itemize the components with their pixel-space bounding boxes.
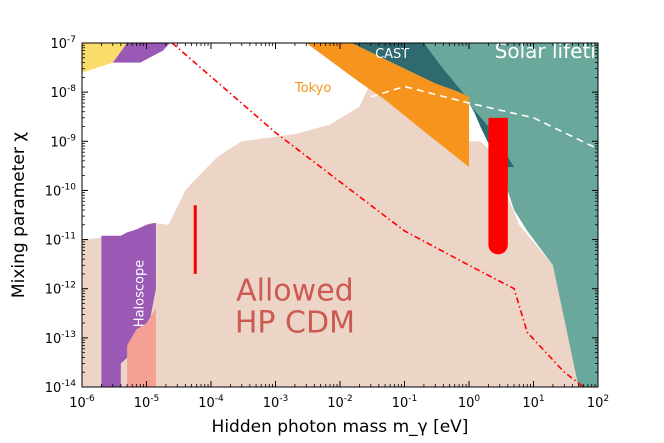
line-layer [171,43,598,387]
region-tokyo [306,43,469,167]
region-purple-top [112,43,170,63]
x-tick-label: 10-4 [198,394,224,411]
y-tick-label: 10-13 [45,330,76,347]
y-axis-label: Mixing parameter χ [9,132,29,298]
red-exclusion-bar-2 [488,117,508,255]
dashed-limit-line [370,85,598,150]
y-tick-label: 10-7 [50,35,76,52]
x-tick-label: 100 [458,394,481,411]
axis-ticks: 10-6 10-5 10-4 10-3 10-2 10-1 100 101 102 10-14 10… [45,35,609,411]
label-tokyo: Tokyo [294,81,331,96]
label-cast: CAST [375,47,409,62]
label-allowed-line-1: Allowed [236,274,354,309]
x-tick-label: 10-2 [327,394,353,411]
y-tick-label: 10-14 [45,379,77,396]
red-exclusion-bar-1 [193,205,197,274]
label-allowed-line-2: HP CDM [235,306,355,341]
x-tick-label: 10-5 [134,394,160,411]
region-haloscope-pink [127,308,156,387]
label-solar-lifetin: Solar lifetin [495,39,609,63]
region-labels: Solar lifetin CAST Tokyo Haloscope AllowedHP… [133,39,609,341]
y-tick-label: 10-9 [50,133,76,150]
x-tick-label: 10-6 [69,394,95,411]
y-tick-label: 10-11 [45,232,76,249]
region-haloscope-purple [101,222,156,387]
x-tick-label: 101 [522,394,544,411]
y-tick-label: 10-12 [45,281,76,298]
x-tick-label: 10-1 [392,394,418,411]
y-tick-label: 10-10 [45,182,77,199]
region-solar [423,43,598,387]
x-tick-label: 10-3 [263,394,289,411]
dashdot-limit-line [171,43,585,387]
x-axis-label: Hidden photon mass m_γ [eV] [212,417,469,437]
region-layer [82,43,598,387]
x-tick-label: 102 [587,394,609,411]
y-tick-label: 10-8 [50,84,76,101]
region-yellow [82,43,128,73]
label-haloscope: Haloscope [133,260,148,327]
